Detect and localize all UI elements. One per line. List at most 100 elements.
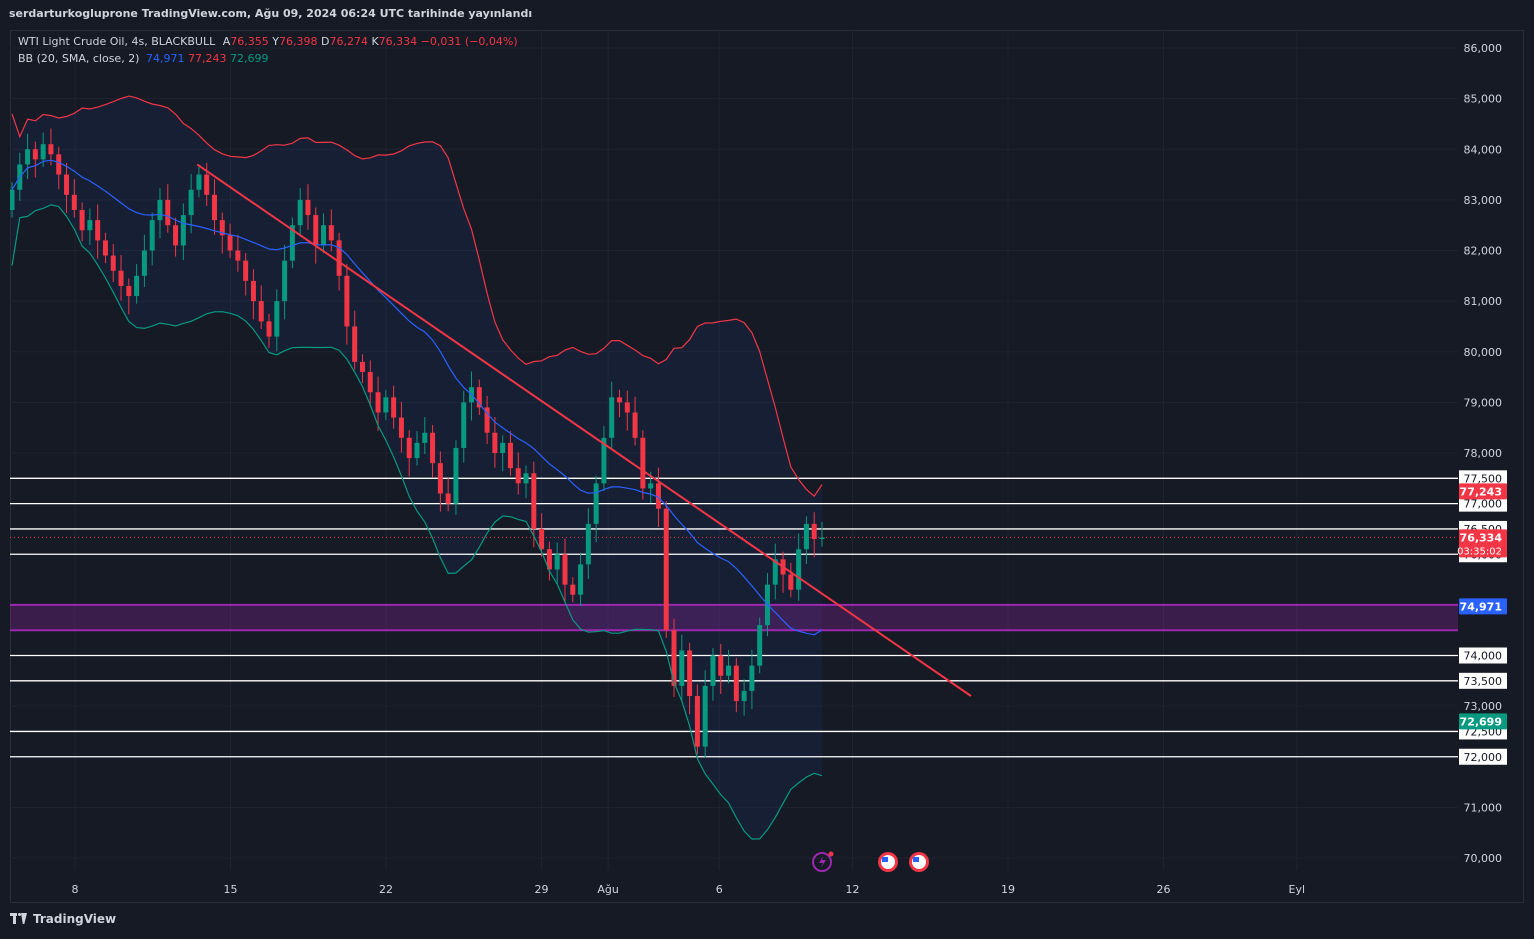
- candle-body: [398, 417, 404, 438]
- candle-body: [523, 473, 529, 484]
- time-tick: Eyl: [1289, 883, 1306, 896]
- price-tick: 70,000: [1464, 852, 1503, 865]
- time-tick: 29: [535, 883, 549, 896]
- candle-body: [64, 174, 70, 195]
- candle-body: [507, 442, 513, 469]
- event-icons: [812, 851, 929, 872]
- chart-frame: [10, 30, 1524, 903]
- lightning-icon: [812, 852, 832, 872]
- bb-label[interactable]: BB (20, SMA, close, 2): [18, 52, 140, 65]
- candle-body: [453, 447, 459, 504]
- level-tag: [1459, 647, 1507, 664]
- candle-body: [328, 225, 334, 241]
- candle-body: [134, 275, 140, 297]
- candles: [10, 128, 825, 758]
- candle-body: [803, 523, 809, 550]
- candle-body: [679, 650, 685, 686]
- candle-body: [321, 225, 327, 246]
- level-tag-label: 74,000: [1464, 650, 1503, 663]
- level-tag: [1459, 495, 1507, 512]
- bb-lower-line: [11, 204, 823, 840]
- candle-body: [313, 215, 319, 246]
- candle-body: [227, 235, 233, 251]
- candle-body: [624, 402, 630, 413]
- candle-body: [282, 260, 288, 302]
- time-tick: 19: [1001, 883, 1015, 896]
- candle-body: [648, 483, 654, 489]
- price-tick: 84,000: [1464, 143, 1503, 156]
- low-value: 76,274: [329, 35, 368, 48]
- us-flag-icon: [882, 857, 888, 862]
- price-tick: 85,000: [1464, 93, 1503, 106]
- candle-body: [141, 250, 147, 276]
- price-chart[interactable]: 86,000 85,000 84,000 83,000 82,000 81,000 80,0…: [10, 30, 1524, 903]
- candle-body: [476, 387, 482, 408]
- candle-body: [601, 437, 607, 484]
- level-tag-label: 73,500: [1464, 675, 1503, 688]
- candle-body: [749, 665, 755, 691]
- bb-area: [12, 96, 822, 840]
- candle-body: [554, 554, 560, 570]
- lightning-icon: [819, 856, 826, 868]
- price-tick: 81,000: [1464, 295, 1503, 308]
- price-badge: [1459, 483, 1507, 500]
- candle-body: [297, 199, 303, 226]
- candle-body: [492, 432, 498, 453]
- bb-fill: [12, 96, 822, 840]
- candle-body: [687, 650, 693, 696]
- level-tag-label: 77,000: [1464, 498, 1503, 511]
- bb-legend: BB (20, SMA, close, 2) 74,971 77,243 72,…: [18, 52, 268, 65]
- published-info: serdarturkoglupronе TradingView.com, Ağu…: [9, 7, 533, 20]
- candle-body: [663, 508, 669, 631]
- price-tick: 73,000: [1464, 700, 1503, 713]
- time-tick: 26: [1157, 883, 1171, 896]
- price-axis[interactable]: 86,000 85,000 84,000 83,000 82,000 81,000 80,0…: [1459, 42, 1507, 865]
- candle-body: [157, 199, 163, 221]
- level-tag: [1459, 470, 1507, 487]
- candle-body: [811, 523, 817, 540]
- candle-body: [289, 225, 295, 261]
- bb-upper-value: 77,243: [187, 52, 227, 65]
- candle-body: [593, 483, 599, 524]
- trendline[interactable]: [196, 163, 972, 697]
- price-tick: 78,000: [1464, 447, 1503, 460]
- price-badge-label: 74,971: [1460, 600, 1502, 613]
- tradingview-logo[interactable]: TradingView: [10, 912, 116, 926]
- time-tick: Ağu: [597, 883, 618, 896]
- candle-body: [726, 665, 732, 676]
- time-tick: 15: [224, 883, 238, 896]
- candle-body: [258, 301, 264, 322]
- candle-body: [515, 468, 521, 484]
- level-tag-label: 77,500: [1464, 472, 1503, 485]
- zone-rect: [10, 604, 1458, 631]
- candle-body: [609, 397, 615, 438]
- candle-body: [196, 174, 202, 190]
- candle-body: [48, 144, 54, 155]
- us-flag-icon: [913, 857, 919, 862]
- candle-body: [188, 189, 194, 216]
- candle-body: [95, 220, 101, 241]
- price-tick: 82,000: [1464, 245, 1503, 258]
- symbol-label[interactable]: WTI Light Crude Oil, 4s, BLACKBULL: [18, 35, 216, 48]
- candle-body: [655, 483, 661, 509]
- price-badge: [1459, 598, 1507, 615]
- candle-body: [585, 523, 591, 565]
- bb-basis-line: [11, 159, 823, 636]
- time-axis[interactable]: 8 15 22 29 Ağu 6 12 19 26 Eyl: [72, 883, 1306, 896]
- level-tag: [1459, 672, 1507, 689]
- change-value: −0,031 (−0,04%): [420, 35, 518, 48]
- price-badge: [1459, 713, 1507, 730]
- brand-label: TradingView: [33, 912, 117, 926]
- bb-upper-line: [11, 95, 823, 498]
- zone-band: [10, 603, 1458, 632]
- price-badge-label: 76,334: [1460, 531, 1503, 544]
- candle-body: [391, 397, 397, 418]
- candle-body: [733, 665, 739, 702]
- candle-body: [235, 250, 241, 261]
- candle-body: [126, 285, 132, 297]
- candle-body: [32, 149, 38, 160]
- candle-body: [336, 240, 342, 276]
- candle-body: [796, 549, 802, 590]
- countdown-label: 03:35:02: [1457, 546, 1502, 557]
- candle-body: [359, 361, 365, 372]
